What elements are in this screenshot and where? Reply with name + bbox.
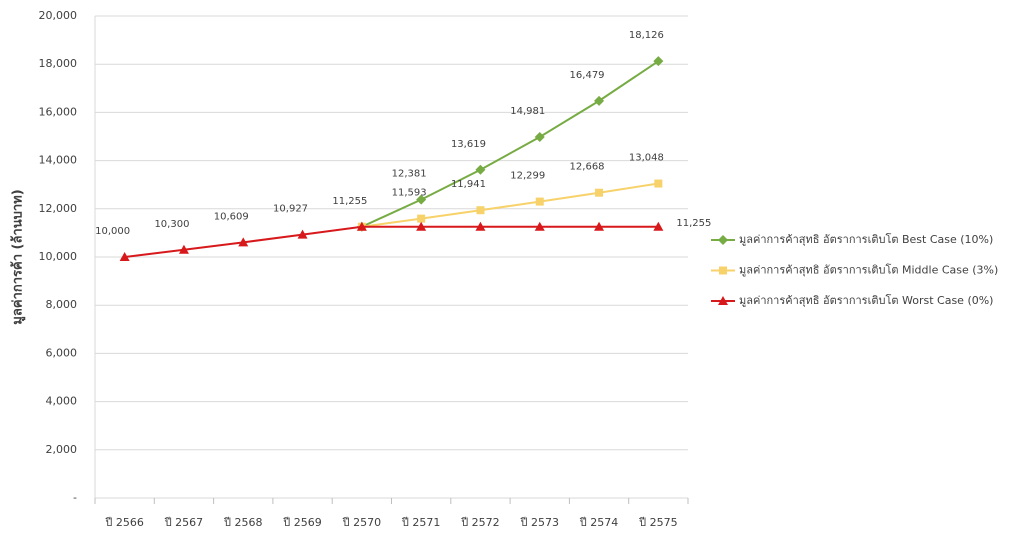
data-label: 10,300 bbox=[154, 219, 189, 230]
y-tick-label: 14,000 bbox=[39, 154, 78, 167]
x-tick-label: ปี 2573 bbox=[519, 516, 559, 529]
x-tick-label: ปี 2570 bbox=[342, 516, 382, 529]
series-line bbox=[124, 225, 659, 258]
y-tick-label: 6,000 bbox=[46, 346, 78, 359]
data-label: 11,941 bbox=[451, 179, 486, 190]
data-point bbox=[119, 252, 130, 261]
data-label: 10,609 bbox=[214, 211, 249, 222]
data-label: 11,255 bbox=[676, 218, 711, 229]
data-label: 12,381 bbox=[392, 169, 427, 180]
data-label: 10,000 bbox=[95, 226, 130, 237]
x-tick-label: ปี 2566 bbox=[104, 516, 144, 529]
data-point bbox=[594, 95, 605, 106]
data-label: 16,479 bbox=[570, 70, 605, 81]
data-point bbox=[356, 221, 367, 231]
legend-label: มูลค่าการค้าสุทธิ อัตราการเติบโต Middle … bbox=[739, 263, 998, 277]
data-label: 10,927 bbox=[273, 204, 308, 215]
data-point bbox=[535, 197, 544, 206]
data-label: 13,619 bbox=[451, 139, 486, 150]
data-label: 11,593 bbox=[392, 188, 427, 199]
data-label: 12,299 bbox=[510, 171, 545, 182]
y-tick-label: - bbox=[73, 491, 77, 504]
data-point bbox=[653, 221, 664, 231]
data-point bbox=[417, 214, 426, 223]
x-tick-label: ปี 2572 bbox=[460, 516, 500, 529]
data-point bbox=[654, 179, 663, 188]
data-point bbox=[297, 229, 308, 239]
data-label: 13,048 bbox=[629, 153, 664, 164]
data-point bbox=[475, 164, 486, 175]
data-label: 12,668 bbox=[570, 162, 605, 173]
y-tick-label: 20,000 bbox=[39, 9, 78, 22]
legend-label: มูลค่าการค้าสุทธิ อัตราการเติบโต Worst C… bbox=[739, 293, 993, 307]
data-point bbox=[238, 237, 249, 247]
data-point bbox=[653, 56, 664, 67]
legend-marker bbox=[718, 296, 728, 305]
data-point bbox=[595, 188, 604, 197]
y-tick-label: 8,000 bbox=[46, 298, 78, 311]
x-tick-label: ปี 2574 bbox=[579, 516, 619, 529]
x-tick-label: ปี 2571 bbox=[401, 516, 441, 529]
y-tick-label: 2,000 bbox=[46, 443, 78, 456]
legend-marker bbox=[718, 235, 728, 245]
data-point bbox=[594, 221, 605, 231]
x-tick-label: ปี 2575 bbox=[638, 516, 678, 529]
x-tick-label: ปี 2569 bbox=[282, 516, 322, 529]
data-point bbox=[475, 221, 486, 231]
data-point bbox=[416, 221, 427, 231]
data-point bbox=[476, 206, 485, 215]
y-tick-label: 4,000 bbox=[46, 395, 78, 408]
data-point bbox=[416, 194, 427, 205]
x-tick-label: ปี 2568 bbox=[223, 516, 263, 529]
data-point bbox=[178, 244, 189, 254]
series-line bbox=[361, 182, 659, 228]
legend-label: มูลค่าการค้าสุทธิ อัตราการเติบโต Best Ca… bbox=[739, 232, 993, 246]
y-tick-label: 18,000 bbox=[39, 57, 78, 70]
data-label: 18,126 bbox=[629, 30, 664, 41]
data-label: 11,255 bbox=[332, 196, 367, 207]
data-point bbox=[534, 131, 545, 142]
x-tick-label: ปี 2567 bbox=[164, 516, 204, 529]
y-axis-label: มูลค่าการค้า (ล้านบาท) bbox=[10, 189, 26, 324]
data-label: 14,981 bbox=[510, 106, 545, 117]
data-point bbox=[534, 221, 545, 231]
legend-marker bbox=[719, 266, 727, 275]
y-tick-label: 10,000 bbox=[39, 250, 78, 263]
y-tick-label: 16,000 bbox=[39, 105, 78, 118]
y-tick-label: 12,000 bbox=[39, 202, 78, 215]
series-line bbox=[361, 60, 659, 228]
